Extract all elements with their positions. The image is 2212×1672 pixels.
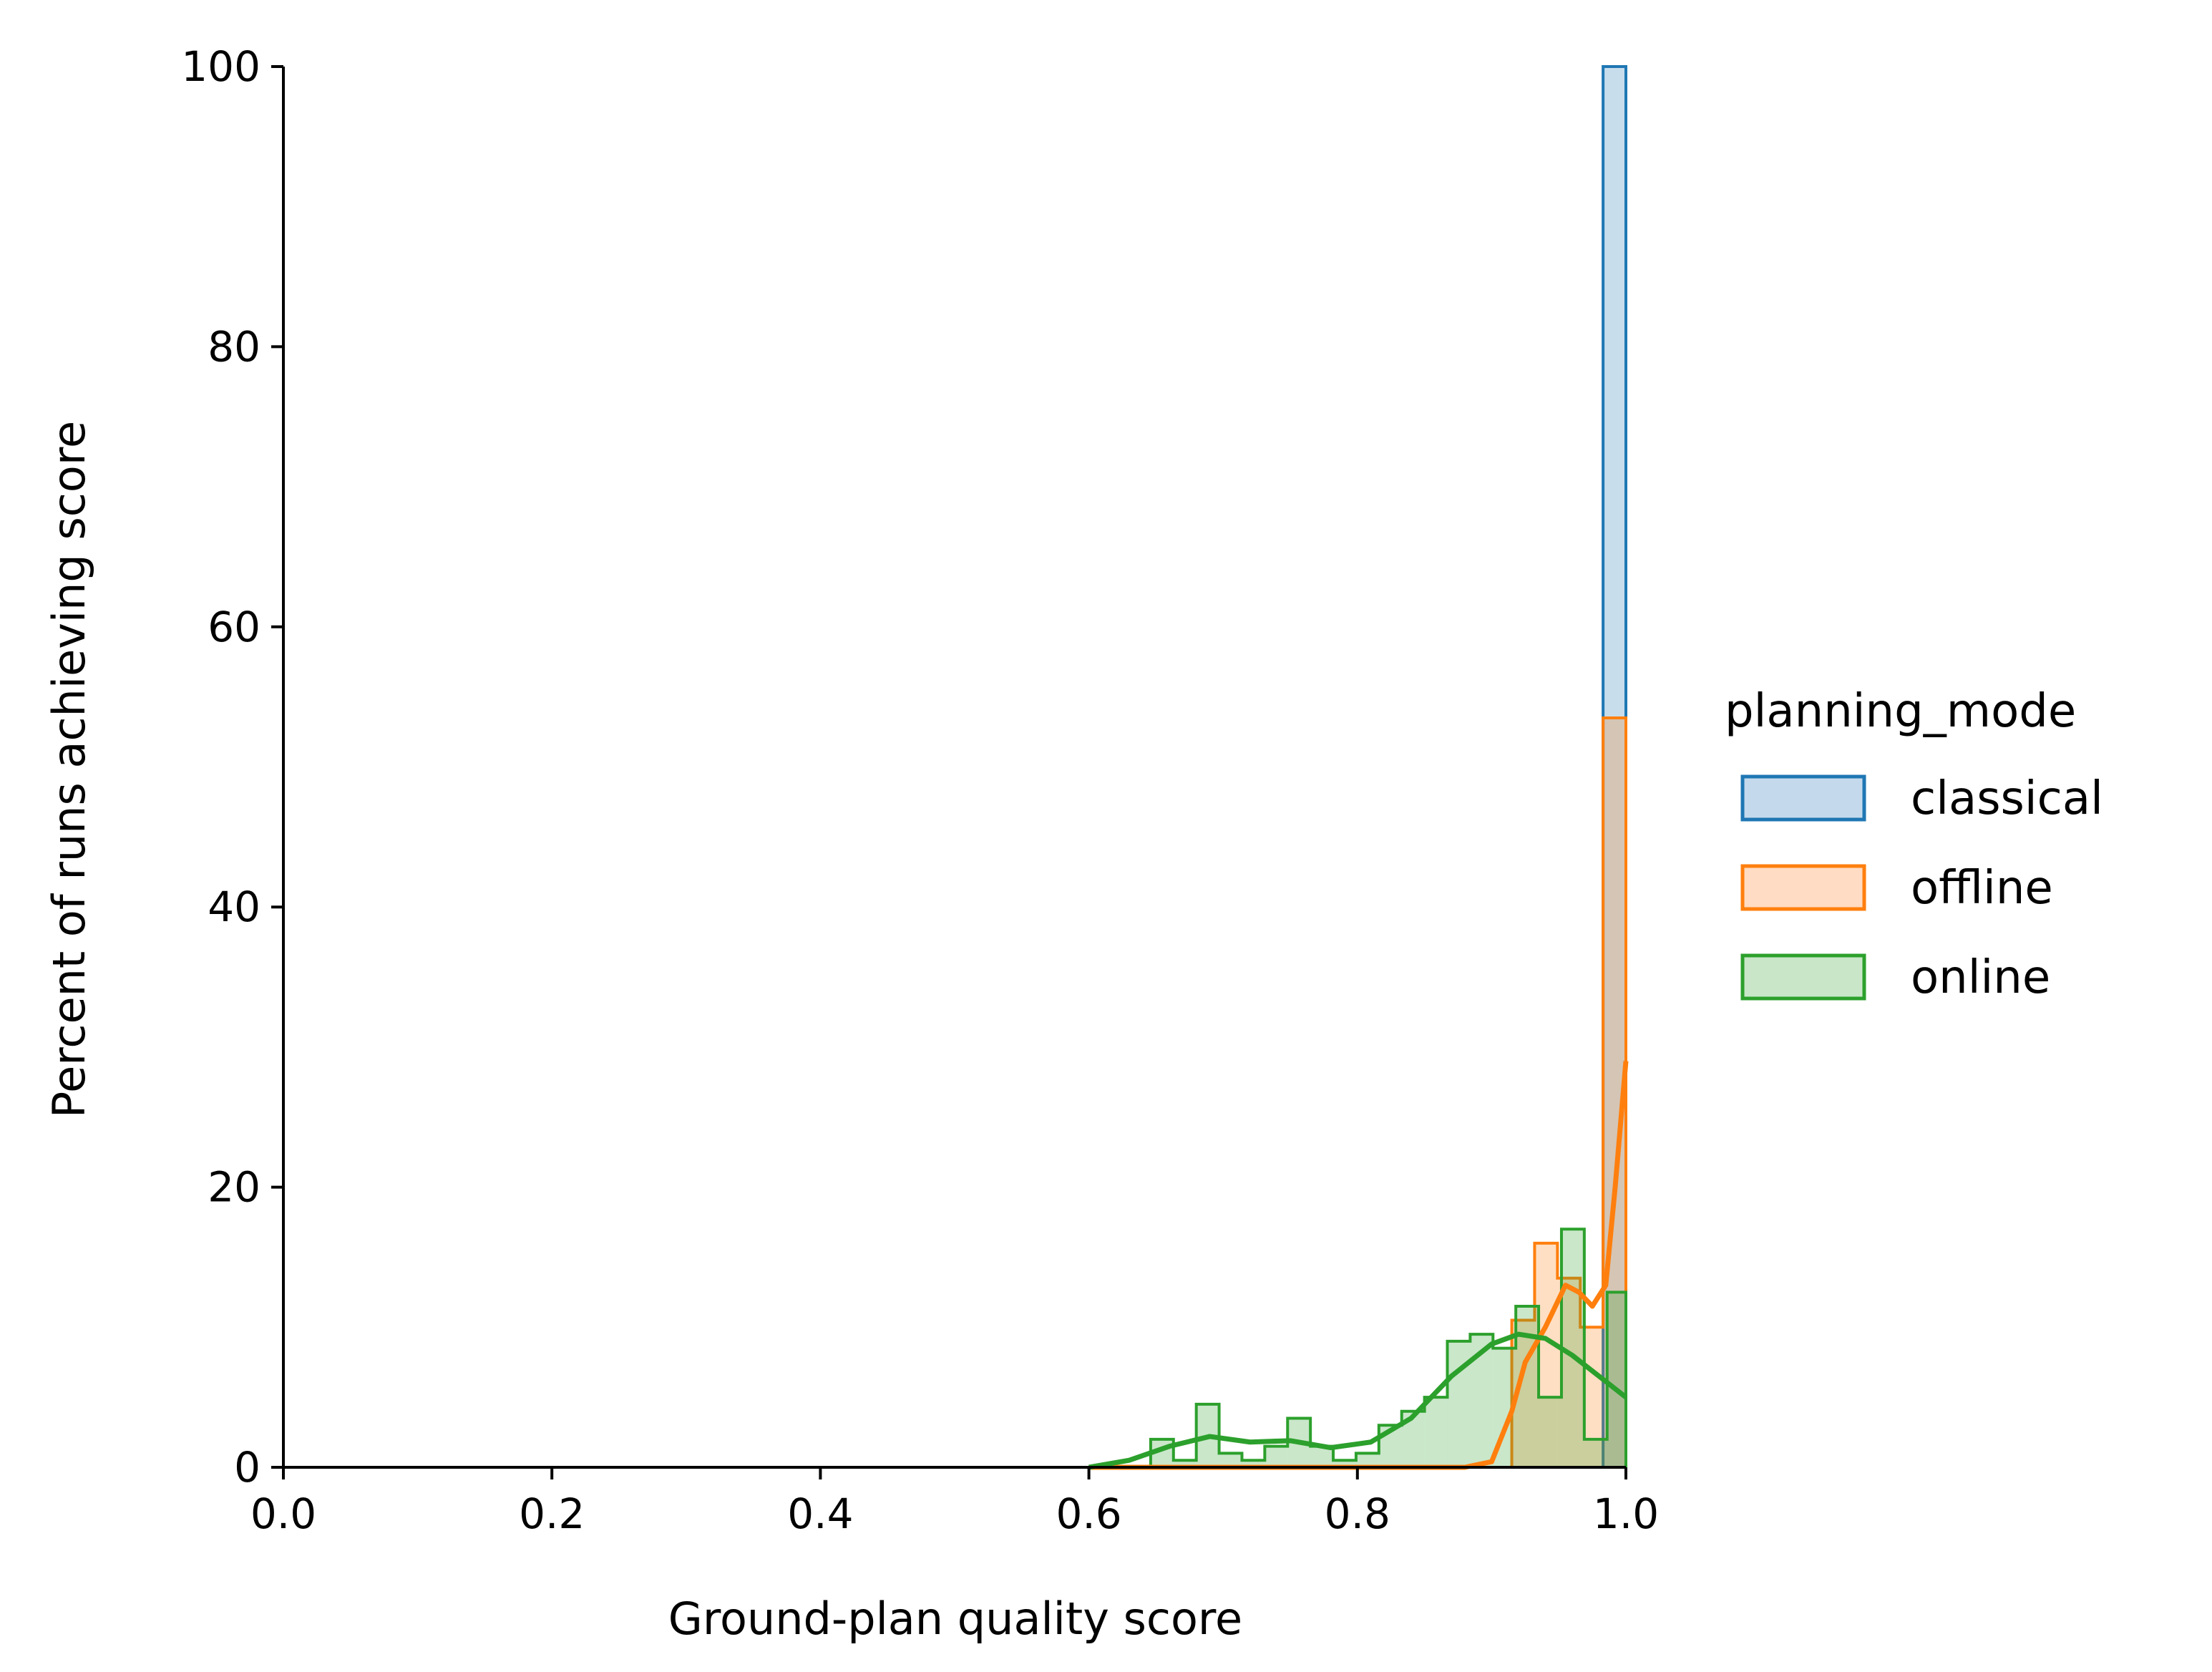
bar-online-20 — [1607, 1292, 1626, 1467]
bar-online-4 — [1242, 1460, 1265, 1467]
legend-swatch — [1740, 953, 1866, 1001]
kde-offline — [1088, 1061, 1629, 1470]
y-tick-label: 100 — [181, 42, 260, 91]
x-axis-title: Ground-plan quality score — [668, 1593, 1242, 1645]
y-tick-label: 60 — [208, 603, 260, 651]
bar-online-9 — [1355, 1453, 1379, 1467]
legend-entry-online: online — [1740, 951, 2050, 1004]
x-tick-label: 0.2 — [519, 1489, 585, 1538]
x-tick-label: 0.0 — [250, 1489, 316, 1538]
legend-swatch — [1740, 774, 1866, 822]
outline-offline — [1510, 716, 1627, 1467]
kde-online — [1088, 1331, 1628, 1470]
y-tick-label: 80 — [208, 322, 260, 371]
legend-entry-offline: offline — [1740, 862, 2053, 915]
plot-area — [1088, 65, 1629, 1470]
legend-title: planning_mode — [1725, 685, 2076, 738]
y-tick-label: 0 — [234, 1443, 260, 1492]
x-tick-label: 0.8 — [1325, 1489, 1390, 1538]
bar-online-17 — [1539, 1397, 1561, 1467]
bar-online-12 — [1424, 1397, 1448, 1467]
legend-entries: classical offline online — [1740, 772, 2103, 1004]
legend-label: offline — [1911, 862, 2053, 915]
outline-online — [1149, 1228, 1627, 1467]
y-tick-label: 40 — [208, 883, 260, 931]
bar-online-8 — [1333, 1460, 1356, 1467]
axes: 0.0 0.2 0.4 0.6 0.8 1.0 0 20 40 60 80 100 — [181, 42, 1659, 1538]
legend-entry-classical: classical — [1740, 772, 2103, 825]
y-ticks: 0 20 40 60 80 100 — [181, 42, 283, 1492]
x-ticks: 0.0 0.2 0.4 0.6 0.8 1.0 — [250, 1467, 1659, 1538]
x-tick-label: 1.0 — [1593, 1489, 1659, 1538]
x-tick-label: 0.4 — [787, 1489, 853, 1538]
bar-online-19 — [1584, 1439, 1607, 1467]
bar-online-3 — [1219, 1453, 1242, 1467]
legend-label: classical — [1911, 772, 2103, 825]
bar-online-5 — [1265, 1446, 1288, 1467]
bar-online-13 — [1447, 1341, 1471, 1467]
bar-classical-0 — [1603, 67, 1626, 1467]
legend-swatch — [1740, 864, 1866, 911]
y-tick-label: 20 — [208, 1163, 260, 1212]
legend: planning_mode classical offline online — [1725, 685, 2103, 1004]
x-tick-label: 0.6 — [1056, 1489, 1121, 1538]
legend-label: online — [1911, 951, 2050, 1004]
y-axis-title: Percent of runs achieving score — [43, 421, 95, 1118]
bar-online-1 — [1173, 1460, 1197, 1467]
